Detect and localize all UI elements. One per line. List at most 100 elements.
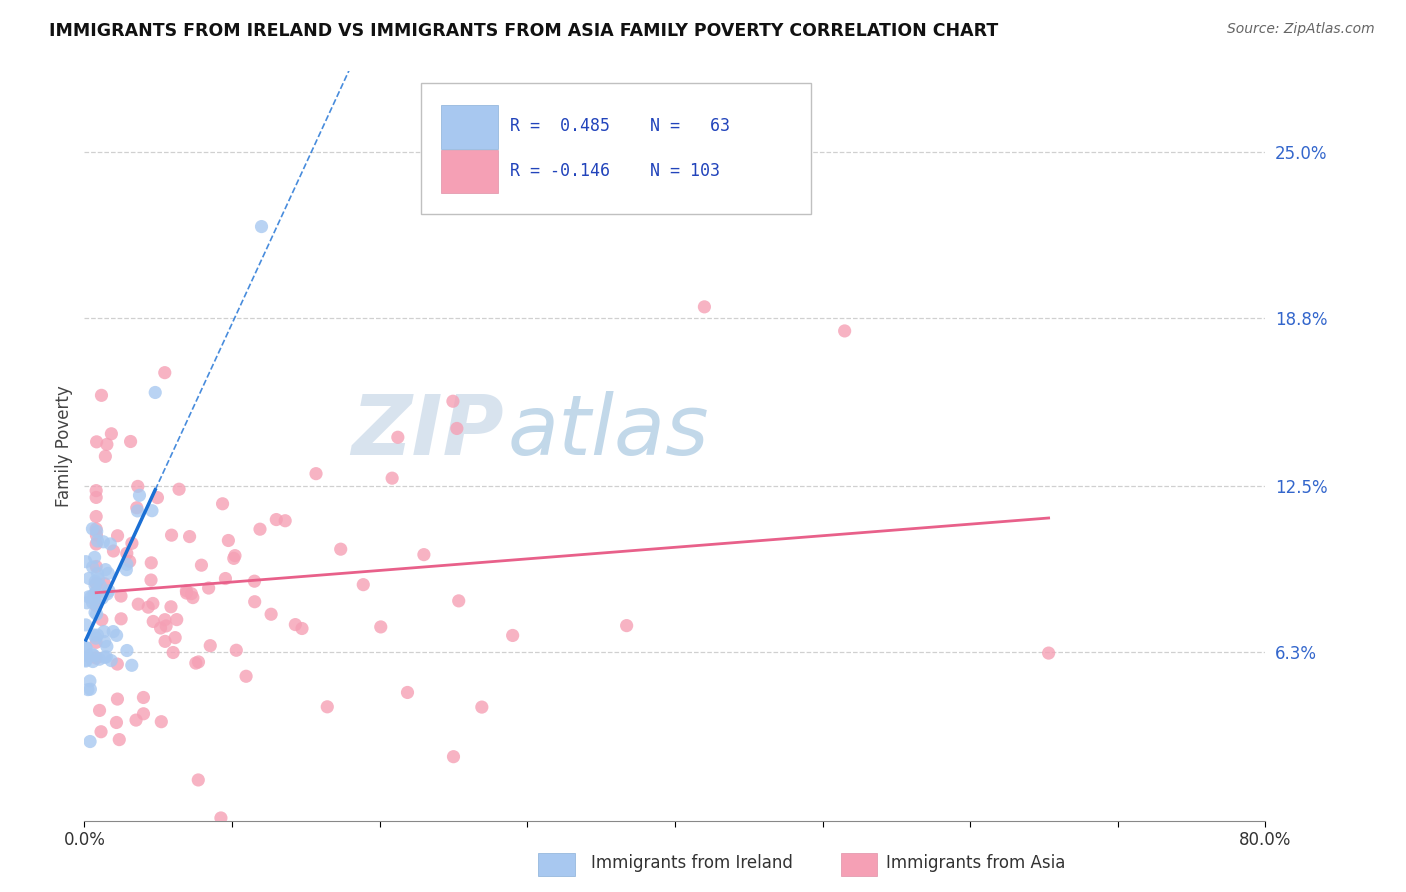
Point	[291, 622, 314, 636]
Point	[83, 591, 105, 606]
Point	[235, 669, 257, 683]
Point	[103, 624, 125, 639]
Point	[115, 558, 138, 572]
Point	[79, 673, 101, 688]
Point	[75, 653, 97, 667]
Point	[93, 650, 115, 665]
Point	[86, 533, 108, 548]
Point	[96, 437, 118, 451]
Point	[222, 551, 245, 566]
Point	[167, 482, 190, 496]
Point	[94, 563, 117, 577]
Point	[75, 640, 97, 655]
Point	[84, 559, 107, 574]
Point	[77, 682, 100, 697]
Point	[86, 566, 108, 581]
Point	[139, 573, 162, 587]
Point	[155, 619, 177, 633]
Point	[84, 635, 107, 649]
Point	[446, 421, 468, 435]
Point	[97, 583, 120, 598]
Point	[84, 599, 107, 613]
Point	[412, 548, 434, 562]
Point	[82, 560, 104, 574]
Point	[75, 555, 97, 569]
Point	[84, 491, 107, 505]
Text: R = -0.146    N = 103: R = -0.146 N = 103	[509, 162, 720, 180]
Point	[329, 542, 352, 557]
FancyBboxPatch shape	[420, 83, 811, 214]
Point	[75, 618, 97, 632]
Point	[132, 706, 155, 721]
Point	[187, 655, 209, 669]
Point	[80, 590, 103, 604]
Point	[211, 497, 233, 511]
Point	[143, 385, 166, 400]
Point	[86, 628, 108, 642]
Point	[441, 394, 464, 409]
FancyBboxPatch shape	[441, 105, 498, 149]
Point	[834, 324, 856, 338]
Point	[97, 566, 120, 581]
Point	[162, 646, 184, 660]
Point	[387, 430, 409, 444]
Point	[86, 607, 108, 621]
Point	[225, 643, 247, 657]
Point	[305, 467, 328, 481]
Text: Source: ZipAtlas.com: Source: ZipAtlas.com	[1227, 22, 1375, 37]
Point	[1038, 646, 1060, 660]
Point	[75, 640, 97, 655]
Point	[82, 655, 104, 669]
Point	[107, 529, 129, 543]
Point	[165, 631, 187, 645]
Point	[274, 514, 297, 528]
Point	[107, 692, 129, 706]
Point	[447, 594, 470, 608]
Point	[121, 536, 143, 550]
Point	[127, 597, 149, 611]
Point	[93, 624, 115, 639]
Point	[197, 581, 219, 595]
Y-axis label: Family Poverty: Family Poverty	[55, 385, 73, 507]
Point	[84, 522, 107, 536]
Point	[153, 366, 176, 380]
Point	[128, 488, 150, 502]
Point	[176, 586, 198, 600]
Point	[86, 528, 108, 542]
Point	[84, 537, 107, 551]
Point	[118, 554, 141, 568]
Point	[166, 613, 188, 627]
Text: IMMIGRANTS FROM IRELAND VS IMMIGRANTS FROM ASIA FAMILY POVERTY CORRELATION CHART: IMMIGRANTS FROM IRELAND VS IMMIGRANTS FR…	[49, 22, 998, 40]
Point	[179, 530, 201, 544]
Text: ZIP: ZIP	[352, 391, 503, 472]
Point	[176, 583, 198, 598]
Point	[105, 657, 128, 671]
Point	[84, 574, 107, 589]
Point	[108, 732, 131, 747]
Point	[121, 658, 143, 673]
Point	[125, 713, 148, 727]
Point	[153, 613, 176, 627]
FancyBboxPatch shape	[441, 150, 498, 194]
Point	[84, 587, 107, 601]
Text: Immigrants from Ireland: Immigrants from Ireland	[591, 855, 793, 872]
Point	[103, 544, 125, 558]
Point	[693, 300, 716, 314]
Point	[142, 615, 165, 629]
Point	[150, 714, 173, 729]
Point	[443, 749, 465, 764]
Point	[80, 647, 103, 661]
Point	[90, 613, 112, 627]
Point	[83, 648, 105, 663]
Point	[84, 606, 107, 620]
Point	[100, 426, 122, 441]
Point	[75, 654, 97, 668]
Point	[217, 533, 239, 548]
Point	[127, 479, 149, 493]
Text: atlas: atlas	[508, 391, 709, 472]
Point	[93, 576, 115, 591]
Point	[381, 471, 404, 485]
Point	[98, 537, 121, 551]
Point	[209, 811, 232, 825]
Point	[616, 618, 638, 632]
